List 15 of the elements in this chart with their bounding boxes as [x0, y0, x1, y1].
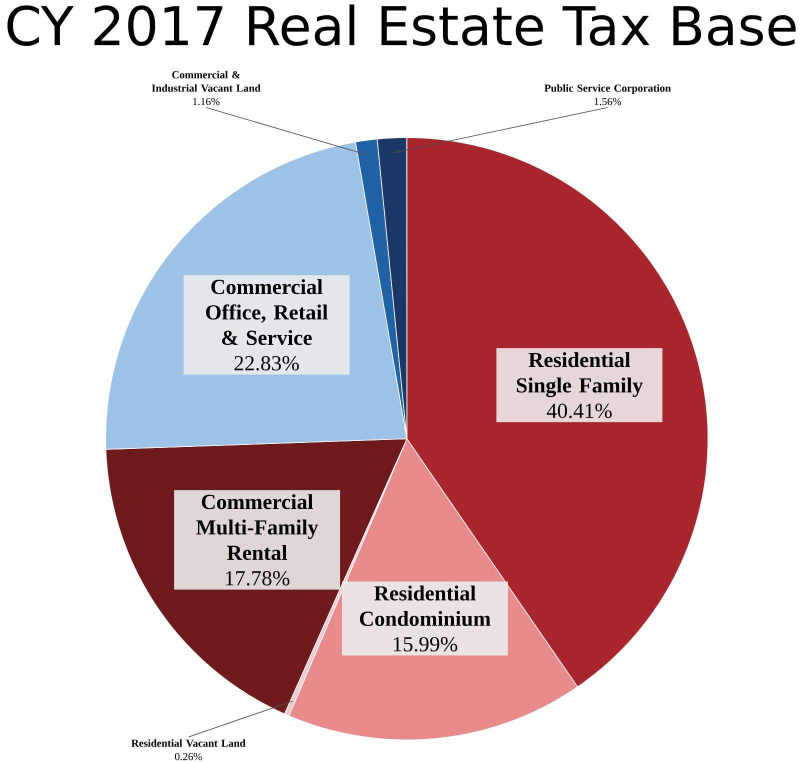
data-label: 1.16%	[193, 98, 220, 106]
chart-title: CY 2017 Real Estate Tax Base	[7, 4, 796, 46]
slice-label: Commercial Office, Retail & Service	[206, 278, 328, 345]
data-label: 40.41%	[546, 403, 612, 418]
data-label: 22.83%	[234, 356, 299, 370]
slice-label: Commercial & Industrial Vacant Land	[152, 70, 260, 92]
slice-label: Commercial Multi-Family Rental	[196, 494, 318, 560]
slice-label: Public Service Corporation	[544, 84, 671, 94]
data-label: 1.56%	[594, 98, 622, 106]
slice-label: Residential Condominium	[360, 585, 491, 626]
slice-label: Residential Single Family	[516, 352, 643, 397]
slice-label: Residential Vacant Land	[131, 739, 246, 747]
data-label: 17.78%	[226, 570, 290, 586]
data-label: 0.26%	[174, 752, 202, 760]
data-label: 15.99%	[394, 636, 458, 652]
